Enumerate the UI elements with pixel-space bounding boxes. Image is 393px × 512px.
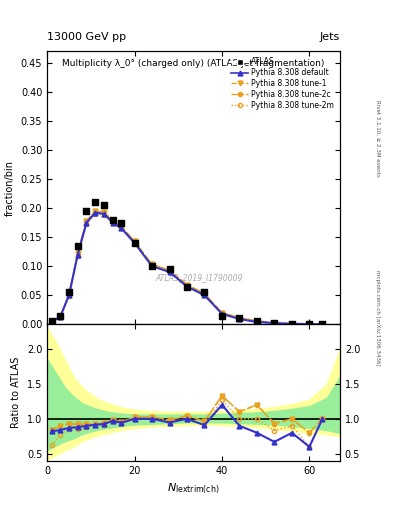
Point <box>110 216 116 224</box>
Point <box>75 242 81 250</box>
Point <box>131 239 138 247</box>
Point <box>271 318 277 327</box>
Point <box>83 207 90 215</box>
Point <box>254 317 260 326</box>
X-axis label: $N_{\mathrm{lextrim(ch)}}$: $N_{\mathrm{lextrim(ch)}}$ <box>167 481 220 496</box>
Point <box>306 320 312 328</box>
Y-axis label: Ratio to ATLAS: Ratio to ATLAS <box>11 357 21 428</box>
Legend: ATLAS, Pythia 8.308 default, Pythia 8.308 tune-1, Pythia 8.308 tune-2c, Pythia 8: ATLAS, Pythia 8.308 default, Pythia 8.30… <box>229 55 336 112</box>
Point <box>101 201 107 209</box>
Text: 13000 GeV pp: 13000 GeV pp <box>47 32 126 42</box>
Point <box>236 314 242 323</box>
Point <box>166 265 173 273</box>
Text: ATLAS_2019_I1790009: ATLAS_2019_I1790009 <box>156 273 243 282</box>
Point <box>118 219 125 227</box>
Text: Rivet 3.1.10, ≥ 2.3M events: Rivet 3.1.10, ≥ 2.3M events <box>375 100 380 177</box>
Point <box>66 288 72 296</box>
Point <box>48 317 55 326</box>
Point <box>57 311 63 319</box>
Point <box>184 283 190 291</box>
Point <box>201 288 208 296</box>
Point <box>219 311 225 319</box>
Y-axis label: fraction/bin: fraction/bin <box>5 160 15 216</box>
Point <box>289 319 295 328</box>
Point <box>320 320 326 328</box>
Text: Multiplicity λ_0° (charged only) (ATLAS jet fragmentation): Multiplicity λ_0° (charged only) (ATLAS … <box>62 59 325 69</box>
Text: Jets: Jets <box>320 32 340 42</box>
Point <box>92 198 98 206</box>
Text: mcplots.cern.ch [arXiv:1306.3436]: mcplots.cern.ch [arXiv:1306.3436] <box>375 270 380 365</box>
Point <box>149 262 155 270</box>
